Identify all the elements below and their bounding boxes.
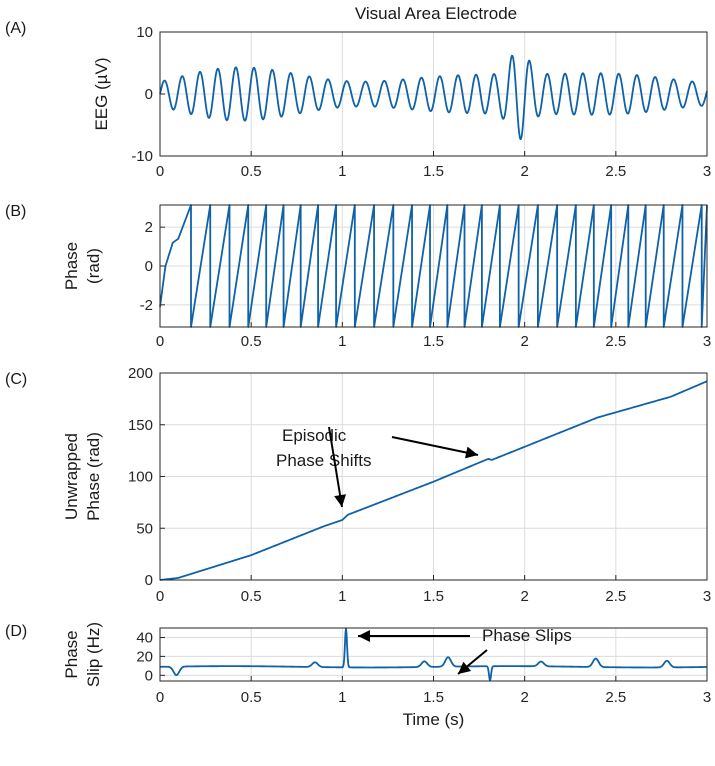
y-tick-label: -10 bbox=[131, 148, 153, 165]
x-tick-label: 1.5 bbox=[423, 689, 444, 706]
x-tick-label: 3 bbox=[703, 588, 711, 605]
y-tick-label: 200 bbox=[128, 365, 153, 382]
x-tick-label: 0 bbox=[156, 588, 164, 605]
x-tick-label: 1 bbox=[338, 333, 346, 350]
panel-4: (D) 0 0.5 1 1.5 2 2.5 3 0 20 40 Phase Slip (Hz) Time … bbox=[5, 622, 711, 729]
x-tick-label: 1 bbox=[338, 689, 346, 706]
x-tick-label: 0.5 bbox=[241, 163, 262, 180]
phase-slips-label: Phase Slips bbox=[482, 626, 572, 645]
x-tick-label: 3 bbox=[703, 163, 711, 180]
x-tick-label: 0 bbox=[156, 163, 164, 180]
y-tick-label: 40 bbox=[136, 629, 153, 646]
y-tick-label: 2 bbox=[145, 219, 153, 236]
x-tick-label: 2 bbox=[520, 333, 528, 350]
y-tick-label: 0 bbox=[145, 86, 153, 103]
y-tick-label: 10 bbox=[136, 24, 153, 41]
phase-slip-trace bbox=[159, 627, 708, 682]
x-tick-label: 1.5 bbox=[423, 588, 444, 605]
episodic-label-line1: Episodic bbox=[282, 426, 347, 445]
x-tick-label: 2.5 bbox=[605, 163, 626, 180]
eeg-trace bbox=[159, 54, 708, 141]
y-axis-label: Unwrapped Phase (rad) bbox=[62, 432, 103, 521]
panel-label: (C) bbox=[5, 371, 27, 388]
x-tick-label: 1 bbox=[338, 588, 346, 605]
x-tick-label: 1 bbox=[338, 163, 346, 180]
y-axis-label: Phase Slip (Hz) bbox=[62, 622, 103, 687]
x-axis-label: Time (s) bbox=[403, 710, 465, 729]
y-tick-label: 150 bbox=[128, 417, 153, 434]
y-axis-label: Phase (rad) bbox=[62, 242, 103, 290]
episodic-label-line2: Phase Shifts bbox=[276, 451, 371, 470]
x-tick-label: 3 bbox=[703, 689, 711, 706]
y-tick-label: 0 bbox=[145, 572, 153, 589]
x-tick-label: 0.5 bbox=[241, 333, 262, 350]
x-tick-label: 0.5 bbox=[241, 689, 262, 706]
y-tick-label: 20 bbox=[136, 648, 153, 665]
x-tick-label: 3 bbox=[703, 333, 711, 350]
panel-label: (D) bbox=[5, 623, 27, 640]
x-tick-label: 2.5 bbox=[605, 689, 626, 706]
arrow-episodic-1 bbox=[328, 426, 346, 508]
x-tick-label: 2.5 bbox=[605, 333, 626, 350]
x-tick-label: 0.5 bbox=[241, 588, 262, 605]
figure-title: Visual Area Electrode bbox=[355, 4, 517, 23]
annotations: Episodic Phase Shifts Phase Slips bbox=[276, 426, 572, 675]
panel-label: (B) bbox=[5, 203, 26, 220]
x-tick-label: 0 bbox=[156, 689, 164, 706]
x-tick-label: 0 bbox=[156, 333, 164, 350]
y-axis-label: EEG (µV) bbox=[92, 57, 111, 130]
x-tick-label: 1.5 bbox=[423, 333, 444, 350]
arrow-phase-slip-1 bbox=[358, 630, 470, 642]
arrow-episodic-2 bbox=[391, 436, 479, 459]
arrow-phase-slip-2 bbox=[457, 649, 488, 675]
x-tick-label: 2 bbox=[520, 588, 528, 605]
x-tick-label: 1.5 bbox=[423, 163, 444, 180]
y-tick-label: -2 bbox=[140, 297, 153, 314]
x-tick-label: 2 bbox=[520, 689, 528, 706]
y-tick-label: 50 bbox=[136, 520, 153, 537]
y-tick-label: 0 bbox=[145, 258, 153, 275]
y-tick-label: 0 bbox=[145, 667, 153, 684]
panel-2: (B) 0 0.5 1 1.5 2 2.5 3 -2 0 2 Phase (rad) bbox=[5, 203, 711, 350]
panel-label: (A) bbox=[5, 20, 26, 37]
unwrapped-phase-trace bbox=[159, 380, 708, 581]
y-tick-label: 100 bbox=[128, 469, 153, 486]
panel-3: (C) 0 0.5 1 1.5 2 2.5 3 0 50 100 150 200 Unwrapped Pha… bbox=[5, 365, 711, 605]
x-tick-label: 2 bbox=[520, 163, 528, 180]
x-tick-label: 2.5 bbox=[605, 588, 626, 605]
